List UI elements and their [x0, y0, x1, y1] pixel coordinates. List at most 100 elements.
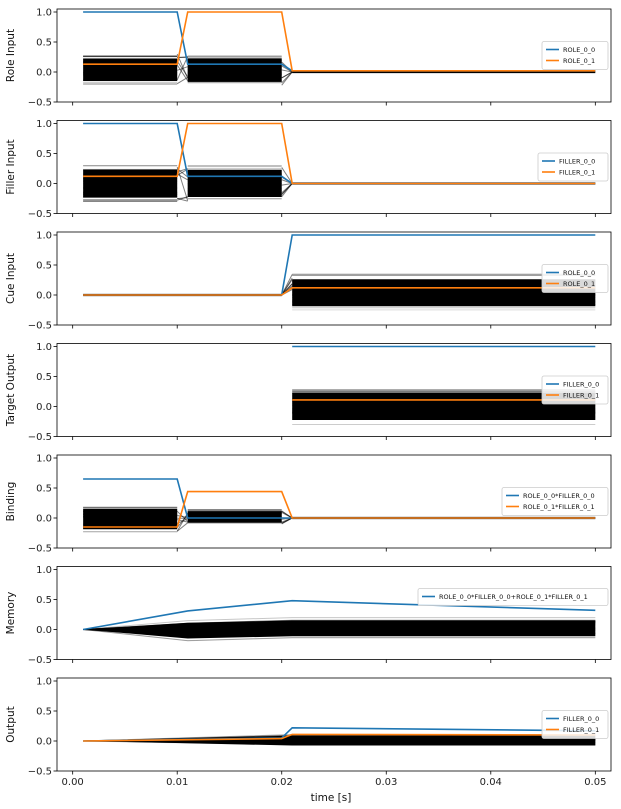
- trace-band-body: [83, 509, 178, 530]
- y-tick-label: 0.0: [36, 737, 52, 748]
- x-tick-label: 0.04: [480, 777, 502, 788]
- background-trace: [83, 740, 596, 745]
- y-tick-label: −0.5: [28, 432, 52, 443]
- trace-band-body: [83, 620, 596, 639]
- background-trace: [83, 621, 596, 630]
- background-trace-connector: [281, 69, 293, 73]
- axes-frame: [56, 8, 612, 103]
- background-trace-connector: [176, 166, 189, 201]
- background-trace: [83, 621, 596, 630]
- background-trace-connector: [176, 60, 189, 77]
- series-line-2: [83, 122, 596, 185]
- y-tick-label: −0.5: [28, 98, 52, 109]
- y-tick-label: 1.0: [36, 231, 52, 242]
- y-tick-label: 1.0: [36, 8, 52, 19]
- legend: ROLE_0_0 ROLE_0_1: [541, 264, 609, 293]
- legend-entry: FILLER_0_0: [559, 157, 595, 165]
- background-trace-connector: [176, 77, 188, 85]
- legend-entry: ROLE_0_1: [563, 280, 595, 288]
- y-axis-label: Output: [5, 706, 17, 742]
- trace-band-body: [187, 58, 282, 82]
- background-trace-connector: [177, 197, 188, 202]
- y-tick-label: 1.0: [36, 119, 52, 130]
- background-trace: [83, 740, 596, 744]
- background-trace-connector: [281, 517, 293, 524]
- legend: FILLER_0_0 FILLER_0_1: [541, 375, 609, 405]
- x-tick-label: 0.00: [62, 777, 84, 788]
- axes-frame: [56, 343, 612, 437]
- y-tick-label: 0.5: [36, 261, 52, 272]
- y-tick-label: 0.0: [36, 291, 52, 302]
- y-axis-label: Binding: [5, 482, 17, 522]
- background-traces: [83, 506, 596, 533]
- background-trace: [83, 624, 596, 630]
- y-tick-label: 0.0: [36, 179, 52, 190]
- trace-band-body: [292, 279, 596, 307]
- background-trace-connector: [281, 71, 293, 86]
- background-trace: [83, 629, 596, 637]
- trace-band-body: [187, 511, 282, 523]
- y-tick-label: 0.5: [36, 372, 52, 383]
- legend: FILLER_0_0 FILLER_0_1: [541, 710, 609, 739]
- series-line-2: [83, 490, 596, 528]
- y-tick-label: −0.5: [28, 544, 52, 555]
- y-tick-label: −0.5: [28, 655, 52, 666]
- subplot-1: −0.5 0.0 0.5 1.0 Role Input ROLE_0_0 ROLE_0_1: [5, 8, 612, 109]
- x-tick-label: 0.02: [271, 777, 293, 788]
- background-trace-connector: [176, 173, 188, 181]
- legend-box: [417, 588, 609, 606]
- subplot-7: −0.5 0.0 0.5 1.0 0.00 0.01 0.02 0.03 0.04 0.05 Out…: [5, 677, 612, 788]
- y-tick-label: 0.0: [36, 68, 52, 79]
- background-trace-connector: [281, 71, 293, 79]
- background-trace: [83, 620, 596, 630]
- background-trace-connector: [281, 274, 293, 296]
- axes-frame: [56, 677, 612, 772]
- background-trace-connector: [176, 522, 188, 532]
- y-tick-label: 0.0: [36, 402, 52, 413]
- background-trace: [83, 622, 596, 630]
- axes-frame: [56, 454, 612, 549]
- x-tick-label: 0.03: [375, 777, 397, 788]
- series-line-2: [83, 733, 596, 742]
- background-trace: [83, 629, 596, 637]
- y-tick-label: −0.5: [28, 321, 52, 332]
- x-axis-label: time [s]: [311, 792, 352, 804]
- background-trace: [83, 627, 596, 632]
- background-trace: [83, 628, 596, 633]
- y-tick-label: −0.5: [28, 767, 52, 778]
- series-line-2: [83, 11, 596, 72]
- y-axis-label: Cue Input: [5, 253, 17, 304]
- background-trace: [83, 740, 596, 744]
- background-trace: [83, 619, 596, 630]
- legend-entry: ROLE_0_0*FILLER_0_0: [523, 492, 595, 500]
- y-axis-label: Memory: [5, 592, 17, 635]
- legend-box: [541, 375, 609, 405]
- background-trace: [83, 620, 596, 630]
- background-trace: [83, 623, 596, 630]
- legend-box: [501, 487, 609, 516]
- background-trace: [83, 620, 596, 630]
- y-tick-label: 0.5: [36, 38, 52, 49]
- legend-entry: ROLE_0_0: [563, 46, 595, 54]
- legend: ROLE_0_0*FILLER_0_0 ROLE_0_1*FILLER_0_1: [501, 487, 609, 516]
- axes-frame: [56, 566, 612, 660]
- subplot-6: −0.5 0.0 0.5 1.0 Memory ROLE_0_0*FILLER_0_0+R…: [5, 565, 612, 666]
- y-axis-label: Role Input: [5, 29, 17, 82]
- y-axis-label: Target Output: [5, 354, 17, 427]
- background-trace: [83, 623, 596, 630]
- y-tick-label: 0.0: [36, 625, 52, 636]
- legend-entry: ROLE_0_0: [563, 269, 595, 277]
- background-trace: [83, 629, 596, 642]
- legend: FILLER_0_0 FILLER_0_1: [537, 152, 609, 182]
- legend-entry: FILLER_0_1: [559, 168, 595, 176]
- legend-entry: ROLE_0_0*FILLER_0_0+ROLE_0_1*FILLER_0_1: [439, 593, 588, 601]
- legend-entry: FILLER_0_0: [563, 380, 599, 388]
- legend-entry: ROLE_0_1*FILLER_0_1: [523, 503, 595, 511]
- background-trace: [83, 629, 596, 638]
- legend-box: [537, 152, 609, 182]
- background-trace-connector: [176, 514, 189, 528]
- background-trace: [83, 740, 596, 743]
- legend-entry: FILLER_0_1: [563, 726, 599, 734]
